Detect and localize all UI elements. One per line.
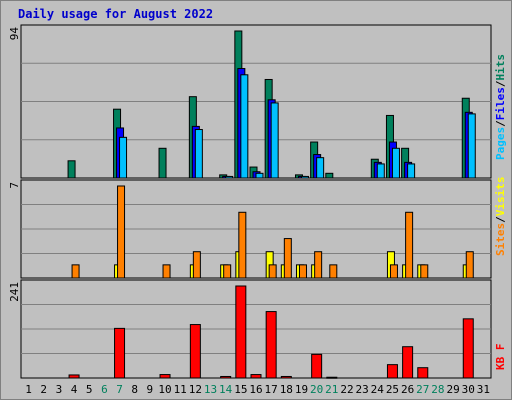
day-label: 8 [131,383,138,396]
hits-bar [325,172,334,179]
sites-bar [162,264,171,279]
kbytes-bar [386,364,398,379]
pages-bar [119,136,128,179]
y-max-label-2: 7 [8,182,21,189]
kbytes-bar [220,375,232,379]
kbytes-bar [326,376,338,379]
sites-bar [268,264,277,279]
sites-bar [465,251,474,279]
pages-bar [467,113,476,179]
kbytes-bar [250,374,262,379]
pages-bar [300,175,309,179]
pages-bar [407,163,416,179]
day-label: 17 [265,383,278,396]
day-label: 25 [386,383,399,396]
y-max-label-1: 94 [8,27,21,41]
pages-bar [225,175,234,179]
day-label: 10 [158,383,171,396]
day-label: 24 [371,383,385,396]
day-label: 15 [234,383,247,396]
kbytes-bar [402,346,414,379]
kbytes-bar [417,367,429,379]
day-label: 4 [71,383,78,396]
day-label: 14 [219,383,233,396]
kbytes-bar [280,375,292,379]
y-max-label-3: 241 [8,282,21,302]
kbytes-bar [235,285,247,379]
day-label: 21 [325,383,338,396]
sites-bar [405,211,414,279]
day-label: 11 [174,383,187,396]
sites-bar [389,264,398,279]
sites-bar [329,264,338,279]
kbytes-bar [159,374,171,379]
pages-bar [270,102,279,179]
day-label: 6 [101,383,108,396]
day-label: 18 [280,383,293,396]
pages-bar [316,157,325,179]
day-label: 16 [249,383,262,396]
day-label: 28 [431,383,444,396]
pages-bar [240,74,249,179]
day-label: 29 [446,383,459,396]
day-label: 22 [340,383,353,396]
sites-bar [420,264,429,279]
sites-bar [192,251,201,279]
pages-bar [376,163,385,179]
day-label: 30 [462,383,475,396]
sites-bar [283,238,292,279]
day-label: 3 [56,383,63,396]
day-label: 9 [147,383,154,396]
day-label: 26 [401,383,414,396]
kbytes-bar [114,327,126,379]
legend-kbytes: KB F [494,344,507,371]
day-label: 27 [416,383,429,396]
pages-bar [255,172,264,179]
sites-bar [223,264,232,279]
kbytes-bar [462,318,474,379]
day-label: 7 [116,383,123,396]
sites-bar [314,251,323,279]
kbytes-bar [68,374,80,379]
sites-bar [238,211,247,279]
sites-bar [298,264,307,279]
pages-bar [391,147,400,179]
kbytes-bar [265,311,277,379]
kbytes-bar [311,353,323,379]
day-label: 19 [295,383,308,396]
legend-pages-files-hits: Pages/Files/Hits [494,54,507,160]
day-label: 31 [477,383,490,396]
day-label: 12 [189,383,202,396]
day-label: 1 [25,383,32,396]
sites-bar [117,185,126,279]
day-label: 2 [40,383,47,396]
day-label: 20 [310,383,323,396]
chart-title: Daily usage for August 2022 [18,7,214,21]
day-label: 23 [356,383,369,396]
day-label: 13 [204,383,217,396]
hits-bar [67,160,76,179]
sites-bar [71,264,80,279]
pages-bar [194,129,203,179]
hits-bar [158,147,167,179]
legend-sites-visits: Sites/Visits [494,177,507,257]
kbytes-bar [189,324,201,379]
day-label: 5 [86,383,93,396]
